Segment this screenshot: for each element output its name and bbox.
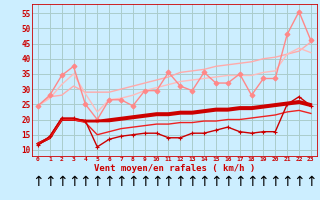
X-axis label: Vent moyen/en rafales ( km/h ): Vent moyen/en rafales ( km/h ) <box>94 164 255 173</box>
